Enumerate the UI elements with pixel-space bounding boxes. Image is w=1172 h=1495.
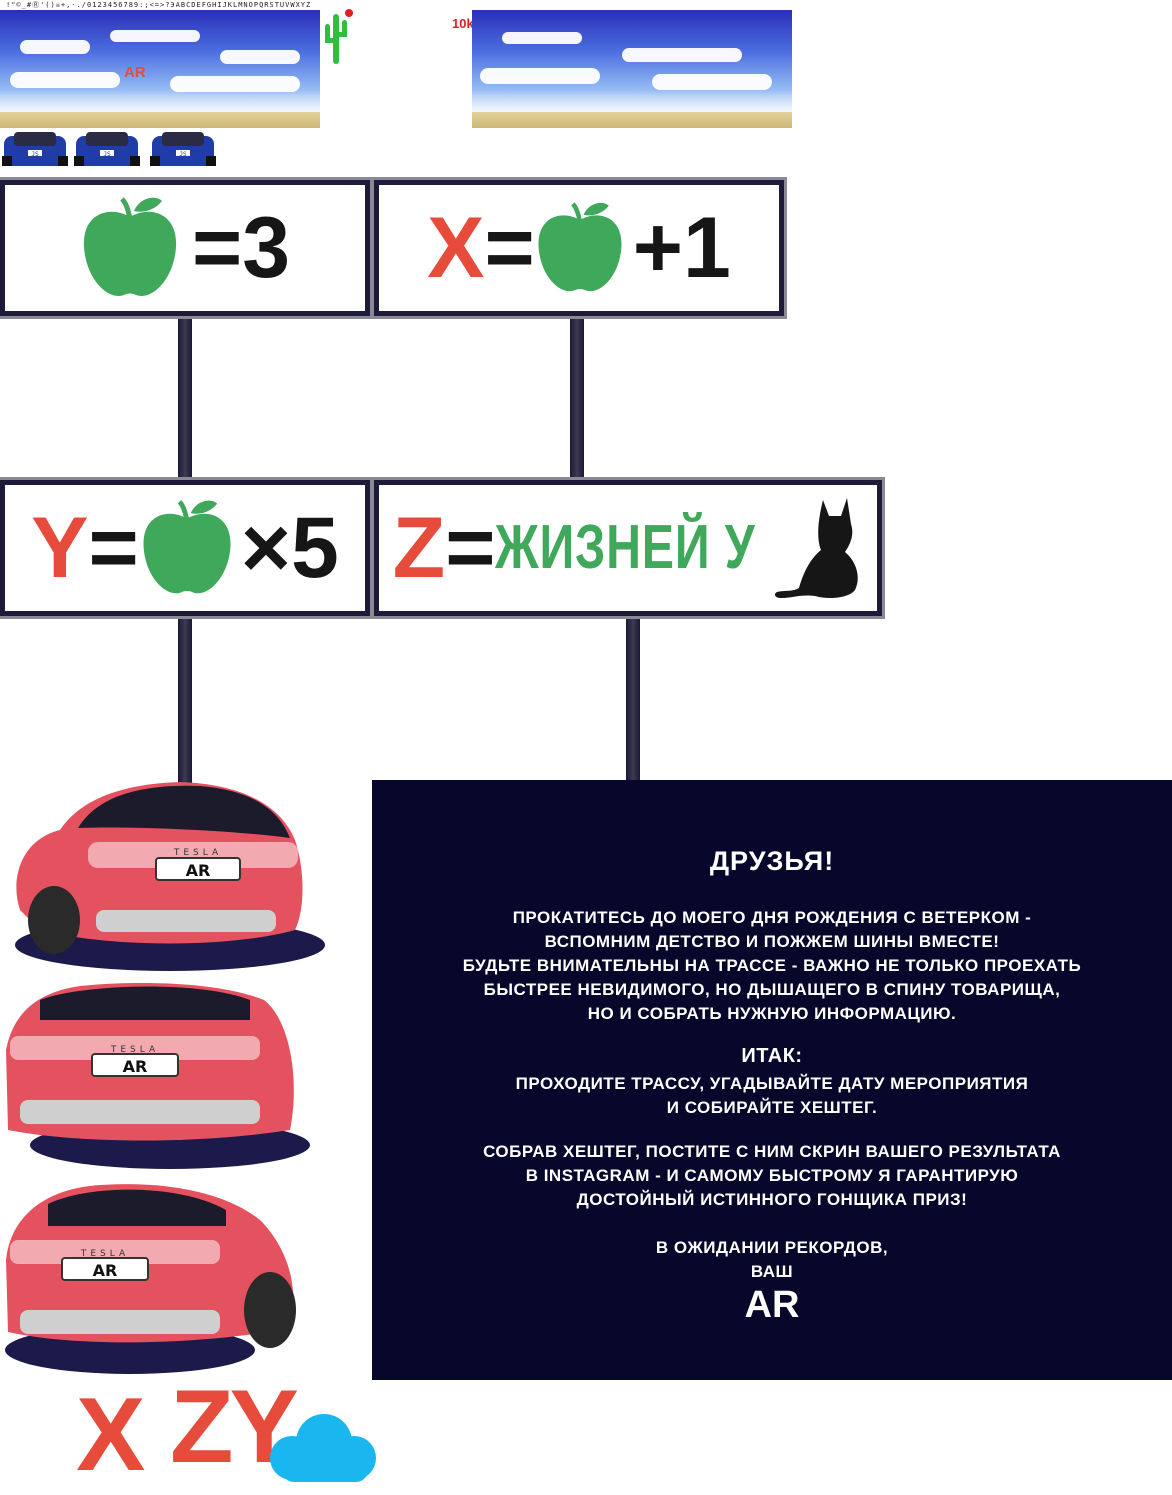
- panel4-eq: =: [445, 500, 496, 596]
- svg-text:JS: JS: [103, 151, 111, 158]
- score-display: 10k: [452, 16, 474, 31]
- panel3-var: Y: [31, 500, 89, 596]
- panel2-eq: =: [484, 200, 535, 296]
- car-brand: TESLA: [173, 848, 222, 858]
- info-panel: ДРУЗЬЯ! ПРОКАТИТЕСЬ ДО МОЕГО ДНЯ РОЖДЕНИ…: [372, 780, 1172, 1380]
- sign-z-equation: Z = ЖИЗНЕЙ У: [374, 480, 882, 616]
- car-brand: TESLA: [80, 1249, 129, 1259]
- panel2-var: X: [427, 200, 485, 296]
- svg-text:JS: JS: [179, 151, 187, 158]
- rose-icon: [345, 9, 353, 17]
- sprite-strip: !"©_#Ⓡ'()☠+,-./0123456789:;<=>?ЭABCDEFGH…: [6, 1, 312, 9]
- bottom-letter-x: X: [76, 1377, 145, 1493]
- car-plate: AR: [123, 1057, 148, 1076]
- sign-pole-1: [178, 315, 192, 485]
- mini-car-1: JS: [2, 132, 68, 166]
- info-paragraph-3: СОБРАВ ХЕШТЕГ, ПОСТИТЕ С НИМ СКРИН ВАШЕГ…: [483, 1142, 1061, 1209]
- sign-y-equation: Y = ×5: [0, 480, 370, 616]
- panel3-eq: =: [88, 500, 139, 596]
- car-3: TESLA AR: [5, 1184, 296, 1374]
- car-1: TESLA AR: [15, 782, 325, 971]
- sign-pole-4: [626, 615, 640, 783]
- apple-icon: [83, 197, 177, 296]
- apple-icon: [143, 500, 231, 594]
- car-brand: TESLA: [110, 1045, 159, 1055]
- sky-label: AR: [124, 64, 146, 81]
- panel4-var: Z: [392, 500, 446, 596]
- svg-text:JS: JS: [31, 151, 39, 158]
- cactus-icon: [325, 14, 347, 64]
- sign-x-equation: X = +1: [374, 180, 784, 316]
- mini-car-3: JS: [150, 132, 216, 166]
- car-2: TESLA AR: [6, 982, 310, 1169]
- sign-apple-equals-3: =3: [0, 180, 370, 316]
- car-plate: AR: [93, 1261, 118, 1280]
- sign-pole-3: [178, 615, 192, 783]
- cloud-icon: [270, 1414, 376, 1482]
- panel4-word: ЖИЗНЕЙ У: [495, 513, 756, 582]
- cat-icon: [775, 498, 859, 598]
- sky-background-right: [472, 10, 792, 128]
- sign-pole-2: [570, 315, 584, 485]
- panel1-text: =3: [191, 200, 291, 296]
- sky-background-left: AR: [0, 10, 320, 128]
- info-signature: AR: [744, 1284, 800, 1326]
- info-closing: В ОЖИДАНИИ РЕКОРДОВ, ВАШ: [655, 1238, 889, 1281]
- info-paragraph-2: ПРОХОДИТЕ ТРАССУ, УГАДЫВАЙТЕ ДАТУ МЕРОПР…: [515, 1074, 1029, 1117]
- info-paragraph-1: ПРОКАТИТЕСЬ ДО МОЕГО ДНЯ РОЖДЕНИЯ С ВЕТЕ…: [462, 908, 1082, 1023]
- mini-car-2: JS: [74, 132, 140, 166]
- info-subheading: ИТАК:: [741, 1045, 803, 1067]
- panel3-rest: ×5: [240, 500, 339, 596]
- panel2-rest: +1: [632, 200, 731, 296]
- car-plate: AR: [186, 861, 211, 880]
- apple-icon: [538, 202, 622, 292]
- info-heading: ДРУЗЬЯ!: [709, 846, 835, 876]
